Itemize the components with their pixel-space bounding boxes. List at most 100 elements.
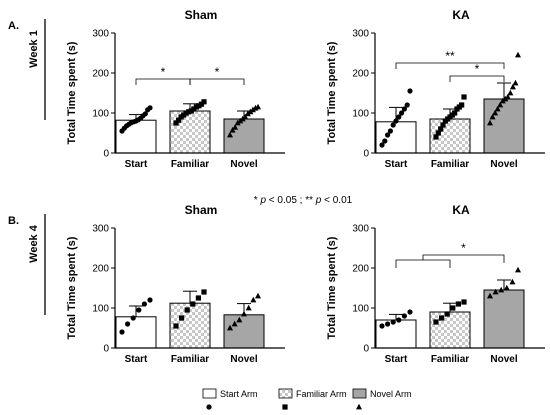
significance-bracket (422, 254, 505, 263)
data-point (396, 114, 402, 120)
data-point (236, 316, 243, 323)
note-part: * (254, 195, 261, 206)
x-tick-label: Novel (490, 159, 517, 170)
legend-label: Novel Arm (370, 389, 412, 399)
data-point (515, 266, 521, 273)
data-point (245, 304, 252, 311)
data-point (232, 124, 239, 130)
data-point (439, 315, 445, 321)
data-point (379, 142, 385, 148)
note-part: < 0.05 ; ** (266, 195, 316, 206)
data-point (492, 109, 499, 116)
bar-familiar (169, 110, 211, 154)
y-tick-label: 0 (363, 344, 369, 355)
week-label: Week 1 (28, 30, 40, 68)
legend-marker (206, 404, 212, 410)
y-tick-label: 0 (363, 149, 369, 160)
data-point (147, 105, 153, 111)
data-point (255, 103, 261, 110)
data-point (503, 284, 510, 291)
data-point (136, 307, 142, 313)
data-point (195, 295, 201, 301)
data-point (190, 301, 196, 307)
data-point (407, 88, 413, 94)
x-tick-label: Start (385, 159, 408, 170)
y-tick-label: 300 (352, 29, 369, 40)
data-point (379, 323, 385, 329)
data-point (512, 79, 519, 86)
data-point (489, 113, 496, 120)
significance-bracket (135, 78, 191, 85)
data-point (241, 310, 247, 317)
significance-label: * (461, 241, 466, 255)
data-point (497, 101, 504, 108)
data-point (459, 102, 465, 108)
y-tick-label: 100 (92, 109, 109, 120)
chart-panel: KA Total Time spent (s) 0 100 200 300 Start Fam… (326, 203, 545, 365)
y-tick-label: 100 (92, 304, 109, 315)
data-point (440, 122, 446, 128)
data-point (227, 324, 233, 331)
y-axis-label: Total Time spent (s) (326, 236, 338, 339)
panel-label: A. (8, 20, 19, 32)
legend-label: Start Arm (220, 389, 258, 399)
significance-label: * (215, 65, 220, 79)
data-point (242, 113, 249, 120)
data-point (438, 126, 444, 132)
data-point (227, 131, 233, 138)
y-tick-label: 200 (352, 264, 369, 275)
data-point (231, 320, 238, 327)
data-point (487, 119, 493, 126)
data-point (452, 110, 458, 116)
data-point (179, 315, 185, 321)
bar-novel (223, 314, 265, 349)
data-point (250, 296, 257, 303)
x-tick-label: Familiar (431, 159, 469, 170)
data-point (450, 305, 456, 311)
data-point (393, 118, 399, 124)
data-point (492, 288, 499, 295)
y-tick-label: 0 (103, 344, 109, 355)
chart-title: Sham (185, 203, 218, 217)
chart-panel: KA Total Time spent (s) 0 100 200 300 Start Fam… (326, 8, 545, 170)
significance-label: ** (445, 49, 455, 63)
data-point (433, 134, 439, 140)
data-point (401, 106, 407, 112)
data-point (509, 83, 516, 90)
data-point (201, 99, 207, 105)
bar-start (375, 121, 417, 154)
data-point (504, 93, 511, 100)
x-tick-label: Start (385, 354, 408, 365)
data-point (142, 111, 148, 117)
panel-label: B. (8, 215, 19, 227)
significance-bracket (395, 62, 505, 69)
bar-familiar (429, 311, 471, 349)
data-point (201, 289, 207, 295)
data-point (435, 130, 441, 136)
x-tick-label: Familiar (171, 354, 209, 365)
significance-label: * (475, 62, 480, 76)
chart-title: KA (452, 8, 470, 22)
x-tick-label: Familiar (431, 354, 469, 365)
significance-label: * (161, 65, 166, 79)
legend-marker (282, 404, 288, 410)
legend-label: Familiar Arm (296, 389, 347, 399)
data-point (125, 321, 131, 327)
data-point (396, 317, 402, 323)
data-point (494, 105, 501, 112)
data-point (382, 138, 388, 144)
data-point (390, 122, 396, 128)
data-point (249, 106, 256, 113)
x-tick-label: Novel (490, 354, 517, 365)
data-point (387, 128, 393, 134)
data-point (515, 51, 521, 58)
legend-swatch (278, 388, 293, 399)
week-label: Week 4 (28, 224, 40, 263)
bar-novel (483, 98, 525, 154)
y-axis-label: Total Time spent (s) (66, 236, 78, 339)
chart-panel: B. Week 4 Sham Total Time spent (s) 0 100 200 3… (8, 203, 285, 365)
data-point (173, 120, 179, 126)
chart-title: KA (452, 203, 470, 217)
data-point (507, 89, 514, 96)
